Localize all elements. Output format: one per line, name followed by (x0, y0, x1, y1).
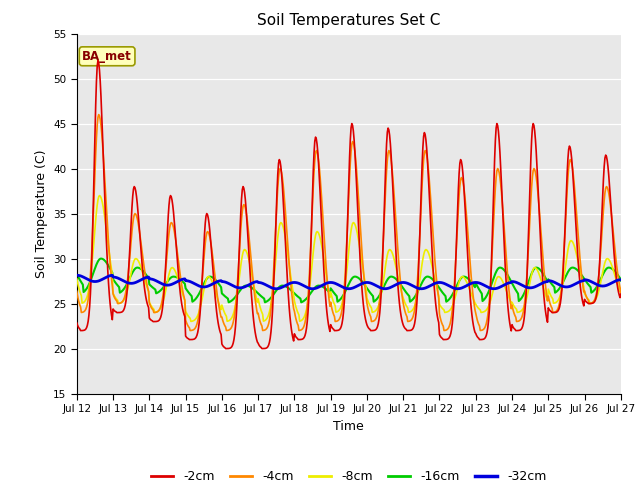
-32cm (193, 282, 200, 288)
-8cm (568, 239, 576, 245)
-16cm (73, 271, 81, 277)
-4cm (342, 260, 349, 266)
-4cm (568, 165, 576, 171)
-2cm (73, 320, 81, 326)
-16cm (216, 283, 224, 289)
Text: BA_met: BA_met (82, 50, 132, 63)
-2cm (94, 58, 102, 63)
-32cm (216, 278, 223, 284)
-16cm (568, 264, 576, 270)
Y-axis label: Soil Temperature (C): Soil Temperature (C) (35, 149, 47, 278)
Title: Soil Temperatures Set C: Soil Temperatures Set C (257, 13, 440, 28)
-32cm (73, 272, 81, 278)
-32cm (341, 285, 349, 291)
-8cm (73, 276, 81, 282)
Line: -32cm: -32cm (77, 275, 621, 289)
Line: -4cm: -4cm (77, 115, 621, 331)
-2cm (222, 346, 230, 351)
-32cm (394, 281, 402, 287)
-8cm (395, 277, 403, 283)
-2cm (216, 330, 224, 336)
-32cm (617, 277, 625, 283)
-8cm (342, 277, 349, 283)
-4cm (73, 288, 81, 294)
-16cm (449, 292, 456, 298)
-8cm (194, 312, 202, 318)
Line: -2cm: -2cm (77, 60, 621, 348)
-16cm (617, 277, 625, 283)
-16cm (97, 256, 105, 262)
-4cm (217, 314, 225, 320)
-4cm (186, 328, 194, 334)
-16cm (342, 288, 349, 293)
-2cm (617, 291, 625, 297)
-32cm (568, 283, 575, 288)
Legend: -2cm, -4cm, -8cm, -16cm, -32cm: -2cm, -4cm, -8cm, -16cm, -32cm (146, 465, 552, 480)
Line: -8cm: -8cm (77, 196, 621, 322)
Line: -16cm: -16cm (77, 259, 621, 302)
-8cm (187, 319, 195, 324)
-32cm (448, 284, 456, 290)
-4cm (395, 258, 403, 264)
-2cm (568, 165, 576, 171)
-4cm (449, 307, 456, 313)
-8cm (217, 307, 225, 312)
-4cm (194, 318, 202, 324)
-8cm (449, 303, 456, 309)
-16cm (395, 279, 403, 285)
-2cm (342, 270, 349, 276)
-4cm (617, 290, 625, 296)
-16cm (225, 300, 232, 305)
X-axis label: Time: Time (333, 420, 364, 432)
-2cm (193, 333, 201, 338)
-2cm (449, 321, 456, 326)
-8cm (95, 192, 103, 199)
-16cm (193, 294, 201, 300)
-8cm (617, 286, 625, 291)
-32cm (273, 286, 280, 292)
-2cm (395, 292, 403, 298)
-4cm (95, 112, 102, 118)
